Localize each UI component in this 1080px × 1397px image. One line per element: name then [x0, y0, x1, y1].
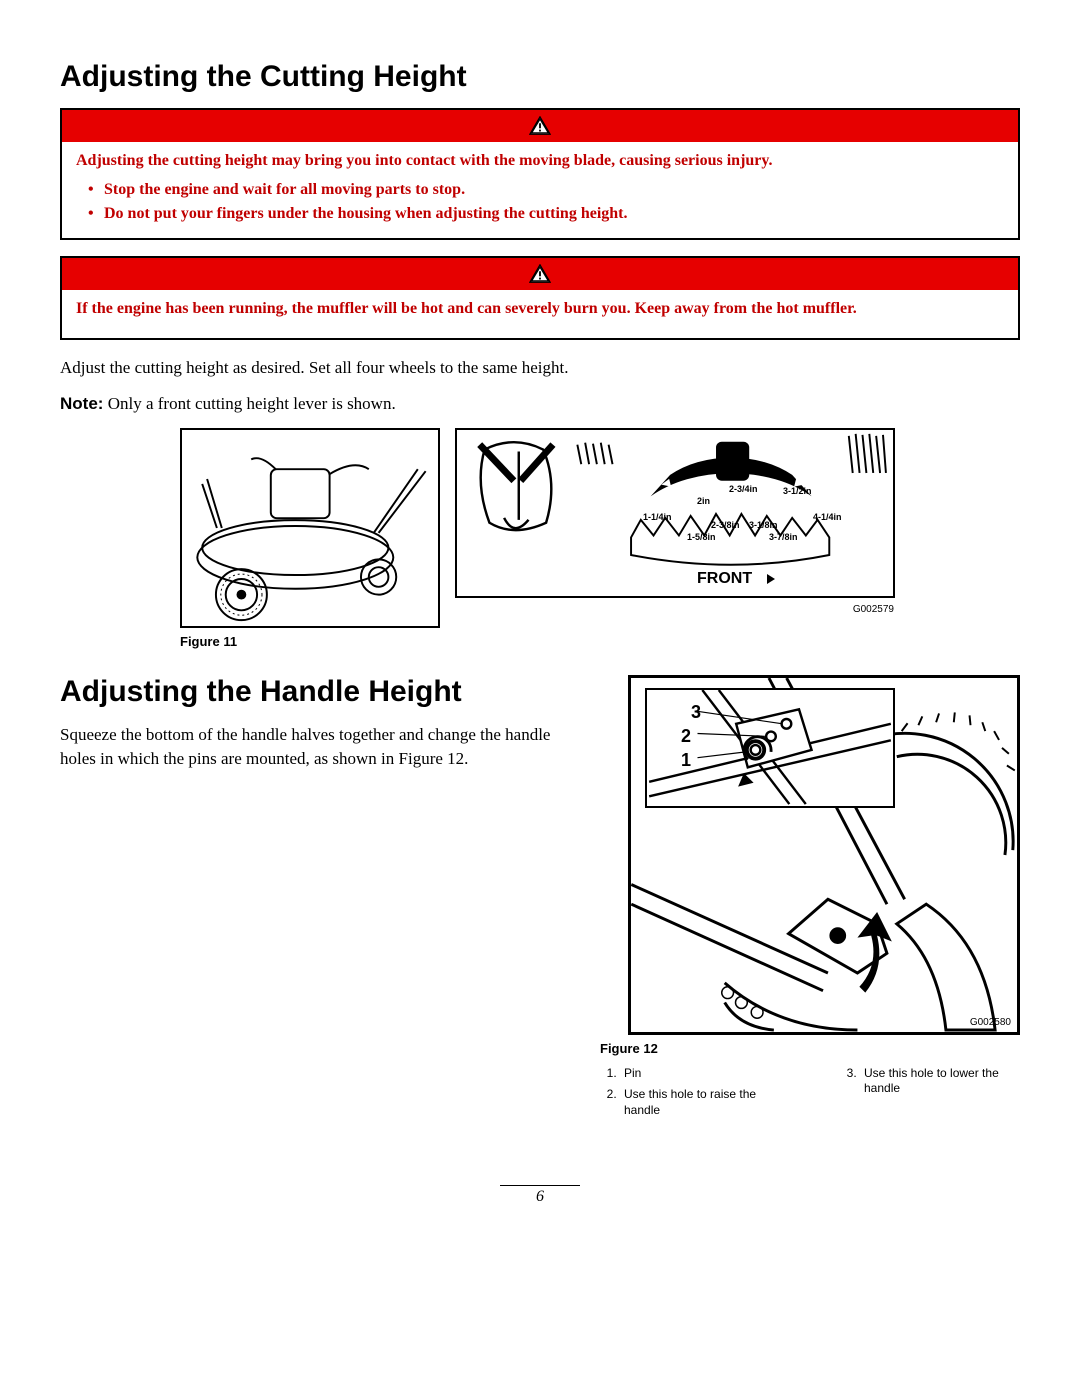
figure-12-detail-inset: 1 2 3	[645, 688, 895, 808]
figure-11-illustration: 1-1/4in 1-5/8in 2in 2-3/8in 2-3/4in 3-1/…	[180, 428, 900, 628]
figure-gcode: G002579	[853, 604, 894, 615]
height-value: 3-7/8in	[769, 532, 798, 542]
figure-12-illustration: 1 2 3 G002580	[628, 675, 1020, 1035]
warning-header	[62, 110, 1018, 142]
warning-header	[62, 258, 1018, 290]
warning-caution-box: If the engine has been running, the muff…	[60, 256, 1020, 340]
note-label: Note:	[60, 394, 103, 413]
warning-bullet: Stop the engine and wait for all moving …	[88, 178, 1004, 202]
warning-bullet: Do not put your fingers under the housin…	[88, 202, 1004, 226]
pin-detail-icon	[647, 690, 893, 806]
height-value: 4-1/4in	[813, 512, 842, 522]
warning-lead-text: Adjusting the cutting height may bring y…	[76, 152, 1004, 170]
callout-number: 3	[691, 702, 701, 723]
callout-number: 1	[681, 750, 691, 771]
warning-triangle-icon	[529, 264, 551, 284]
section-title-cutting-height: Adjusting the Cutting Height	[60, 60, 1020, 94]
note-line: Note: Only a front cutting height lever …	[60, 394, 1020, 414]
figure-12-caption: Figure 12	[600, 1041, 1020, 1056]
height-value: 1-5/8in	[687, 532, 716, 542]
figure-12-legend: Pin Use this hole to raise the handle Us…	[600, 1066, 1020, 1125]
figure-11: 1-1/4in 1-5/8in 2in 2-3/8in 2-3/4in 3-1/…	[60, 428, 1020, 651]
legend-item: Use this hole to lower the handle	[860, 1066, 1020, 1097]
legend-item: Use this hole to raise the handle	[620, 1087, 780, 1118]
legend-item: Pin	[620, 1066, 780, 1082]
note-text: Only a front cutting height lever is sho…	[103, 394, 395, 413]
figure-11-caption: Figure 11	[180, 634, 900, 649]
warning-danger-box: Adjusting the cutting height may bring y…	[60, 108, 1020, 240]
page-number: 6	[60, 1185, 1020, 1206]
body-paragraph: Squeeze the bottom of the handle halves …	[60, 723, 580, 771]
callout-number: 2	[681, 726, 691, 747]
height-value: 1-1/4in	[643, 512, 672, 522]
front-label: FRONT	[697, 570, 775, 588]
height-value: 3-1/8in	[749, 520, 778, 530]
figure-gcode: G002580	[970, 1017, 1011, 1028]
warning-body: Adjusting the cutting height may bring y…	[62, 142, 1018, 238]
height-value: 2-3/8in	[711, 520, 740, 530]
warning-triangle-icon	[529, 116, 551, 136]
height-value: 2in	[697, 496, 710, 506]
height-value: 2-3/4in	[729, 484, 758, 494]
mower-sketch-icon	[182, 430, 438, 626]
warning-lead-text: If the engine has been running, the muff…	[76, 300, 1004, 318]
body-paragraph: Adjust the cutting height as desired. Se…	[60, 356, 1020, 380]
section-title-handle-height: Adjusting the Handle Height	[60, 675, 580, 709]
height-value: 3-1/2in	[783, 486, 812, 496]
warning-body: If the engine has been running, the muff…	[62, 290, 1018, 338]
